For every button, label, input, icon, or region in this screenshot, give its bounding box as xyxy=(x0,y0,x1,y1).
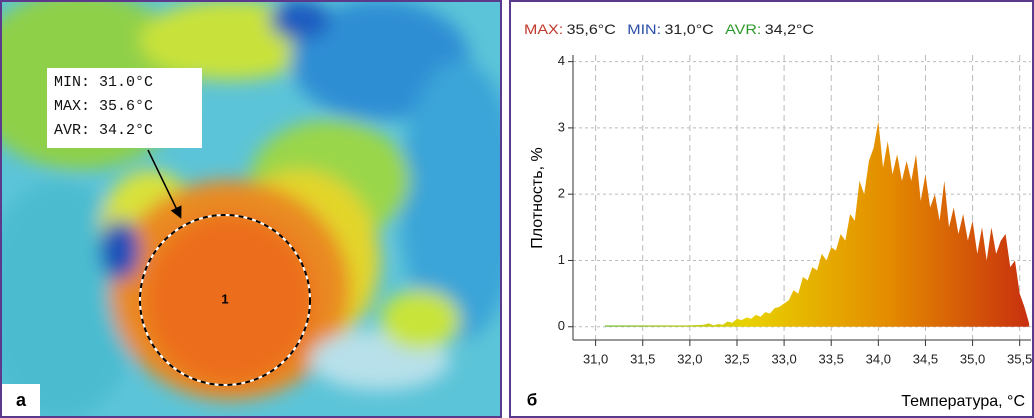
x-axis-label: Температура, °C xyxy=(901,393,1025,410)
y-tick-label: 0 xyxy=(558,318,565,333)
panel-label: б xyxy=(527,390,538,409)
x-tick-label: 32,5 xyxy=(724,351,749,366)
x-tick-label: 34,5 xyxy=(913,351,938,366)
stat-name: MAX: xyxy=(524,21,563,37)
panel-label: а xyxy=(16,390,27,410)
y-tick-label: 1 xyxy=(558,252,565,267)
image-frame xyxy=(0,0,502,418)
x-tick-label: 31,0 xyxy=(583,351,608,366)
stats-header: MAX: 35,6°C MIN: 31,0°C AVR: 34,2°C xyxy=(524,21,814,37)
y-tick-label: 3 xyxy=(558,119,565,134)
x-tick-label: 32,0 xyxy=(677,351,702,366)
stat-name: MIN: xyxy=(627,21,661,37)
density-area xyxy=(605,121,1030,327)
x-tick-label: 34,0 xyxy=(866,351,891,366)
annotation-line: MAX: 35.6°C xyxy=(54,98,153,115)
panel-label-box xyxy=(2,384,40,416)
annotation-box xyxy=(47,68,202,148)
y-tick-label: 2 xyxy=(558,186,565,201)
region-label: 1 xyxy=(221,291,228,306)
y-axis-label: Плотность, % xyxy=(529,147,546,248)
stat-value: 31,0°C xyxy=(665,21,714,37)
thermal-image xyxy=(2,2,500,416)
stat-value: 34,2°C xyxy=(765,21,814,37)
y-tick-label: 4 xyxy=(558,53,565,68)
stat-name: AVR: xyxy=(725,21,761,37)
x-tick-label: 33,5 xyxy=(819,351,844,366)
annotation-line: MIN: 31.0°C xyxy=(54,74,153,91)
x-tick-label: 35,0 xyxy=(960,351,985,366)
annotation-line: AVR: 34.2°C xyxy=(54,122,153,139)
stat-value: 35,6°C xyxy=(567,21,616,37)
x-tick-label: 35,5 xyxy=(1007,351,1032,366)
x-tick-label: 33,0 xyxy=(771,351,796,366)
x-tick-label: 31,5 xyxy=(630,351,655,366)
